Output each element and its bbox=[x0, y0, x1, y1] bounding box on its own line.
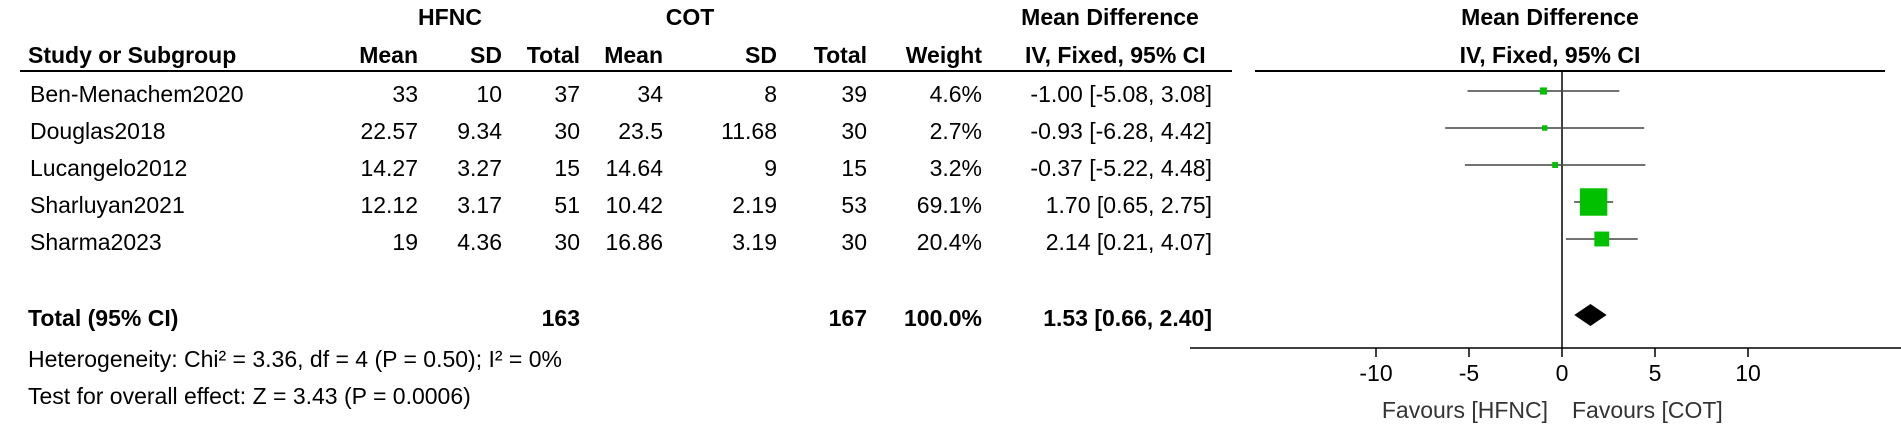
total2-sum: 167 bbox=[828, 305, 867, 331]
effect-marker bbox=[1594, 231, 1610, 247]
col-study-header: Study or Subgroup bbox=[28, 42, 237, 68]
plot-header-rule bbox=[1255, 70, 1885, 72]
heterogeneity-stat: Heterogeneity: Chi² = 3.36, df = 4 (P = … bbox=[28, 346, 562, 372]
weight-cell: 4.6% bbox=[929, 81, 982, 107]
total2-cell: 30 bbox=[841, 229, 867, 255]
total-ci: 1.53 [0.66, 2.40] bbox=[1043, 305, 1212, 331]
total1-cell: 37 bbox=[554, 81, 580, 107]
mean1-cell: 12.12 bbox=[360, 192, 418, 218]
sd2-cell: 2.19 bbox=[732, 192, 777, 218]
effect-header-table: Mean Difference bbox=[1021, 4, 1199, 30]
mean2-cell: 16.86 bbox=[605, 229, 663, 255]
sd2-cell: 9 bbox=[764, 155, 777, 181]
method-header-table: IV, Fixed, 95% CI bbox=[1025, 42, 1206, 68]
effect-marker bbox=[1541, 125, 1548, 131]
effect-marker bbox=[1579, 188, 1608, 216]
study-name: Lucangelo2012 bbox=[30, 155, 188, 181]
sd2-cell: 3.19 bbox=[732, 229, 777, 255]
weight-cell: 20.4% bbox=[916, 229, 982, 255]
sd2-cell: 8 bbox=[764, 81, 777, 107]
x-tick-label: -5 bbox=[1459, 360, 1479, 386]
x-tick-label: -10 bbox=[1359, 360, 1392, 386]
col-mean1-header: Mean bbox=[359, 42, 418, 68]
sd1-cell: 3.17 bbox=[457, 192, 502, 218]
mean2-cell: 10.42 bbox=[605, 192, 663, 218]
header-rule bbox=[20, 70, 1232, 72]
col-sd1-header: SD bbox=[470, 42, 502, 68]
total-weight: 100.0% bbox=[903, 305, 982, 331]
x-tick-label: 0 bbox=[1556, 360, 1569, 386]
sd1-cell: 3.27 bbox=[457, 155, 502, 181]
effect-header-plot: Mean Difference bbox=[1461, 4, 1639, 30]
mean1-cell: 14.27 bbox=[360, 155, 418, 181]
mean2-cell: 14.64 bbox=[605, 155, 663, 181]
total-diamond bbox=[1574, 304, 1607, 326]
col-total1-header: Total bbox=[526, 42, 580, 68]
x-tick-label: 5 bbox=[1649, 360, 1662, 386]
mean1-cell: 22.57 bbox=[360, 118, 418, 144]
total-label: Total (95% CI) bbox=[28, 305, 179, 331]
col-sd2-header: SD bbox=[745, 42, 777, 68]
effect-marker bbox=[1552, 162, 1559, 168]
sd1-cell: 4.36 bbox=[457, 229, 502, 255]
col-weight-header: Weight bbox=[905, 42, 982, 68]
mean1-cell: 19 bbox=[392, 229, 418, 255]
sd2-cell: 11.68 bbox=[721, 118, 777, 144]
favours-right-label: Favours [COT] bbox=[1572, 397, 1723, 423]
favours-left-label: Favours [HFNC] bbox=[1382, 397, 1548, 423]
study-name: Sharma2023 bbox=[30, 229, 162, 255]
ci-cell: -0.37 [-5.22, 4.48] bbox=[1030, 155, 1212, 181]
group2-header: COT bbox=[665, 4, 715, 30]
ci-cell: -1.00 [-5.08, 3.08] bbox=[1030, 81, 1212, 107]
study-name: Sharluyan2021 bbox=[30, 192, 185, 218]
total1-cell: 30 bbox=[554, 118, 580, 144]
group1-header: HFNC bbox=[418, 4, 482, 30]
total1-cell: 15 bbox=[554, 155, 580, 181]
weight-cell: 2.7% bbox=[929, 118, 982, 144]
study-name: Ben-Menachem2020 bbox=[30, 81, 244, 107]
weight-cell: 69.1% bbox=[916, 192, 982, 218]
mean2-cell: 23.5 bbox=[618, 118, 663, 144]
ci-cell: 1.70 [0.65, 2.75] bbox=[1045, 192, 1212, 218]
total1-cell: 30 bbox=[554, 229, 580, 255]
ci-cell: -0.93 [-6.28, 4.42] bbox=[1030, 118, 1212, 144]
total1-cell: 51 bbox=[554, 192, 580, 218]
weight-cell: 3.2% bbox=[929, 155, 982, 181]
mean1-cell: 33 bbox=[392, 81, 418, 107]
total2-cell: 30 bbox=[841, 118, 867, 144]
total2-cell: 53 bbox=[841, 192, 867, 218]
mean2-cell: 34 bbox=[637, 81, 663, 107]
effect-marker bbox=[1539, 87, 1547, 95]
study-name: Douglas2018 bbox=[30, 118, 166, 144]
col-total2-header: Total bbox=[813, 42, 867, 68]
overall-effect-stat: Test for overall effect: Z = 3.43 (P = 0… bbox=[28, 383, 471, 409]
sd1-cell: 10 bbox=[476, 81, 502, 107]
method-header-plot: IV, Fixed, 95% CI bbox=[1459, 42, 1641, 68]
ci-cell: 2.14 [0.21, 4.07] bbox=[1045, 229, 1212, 255]
col-mean2-header: Mean bbox=[604, 42, 663, 68]
total1-sum: 163 bbox=[541, 305, 580, 331]
x-tick-label: 10 bbox=[1735, 360, 1761, 386]
total2-cell: 39 bbox=[841, 81, 867, 107]
sd1-cell: 9.34 bbox=[457, 118, 502, 144]
total2-cell: 15 bbox=[841, 155, 867, 181]
